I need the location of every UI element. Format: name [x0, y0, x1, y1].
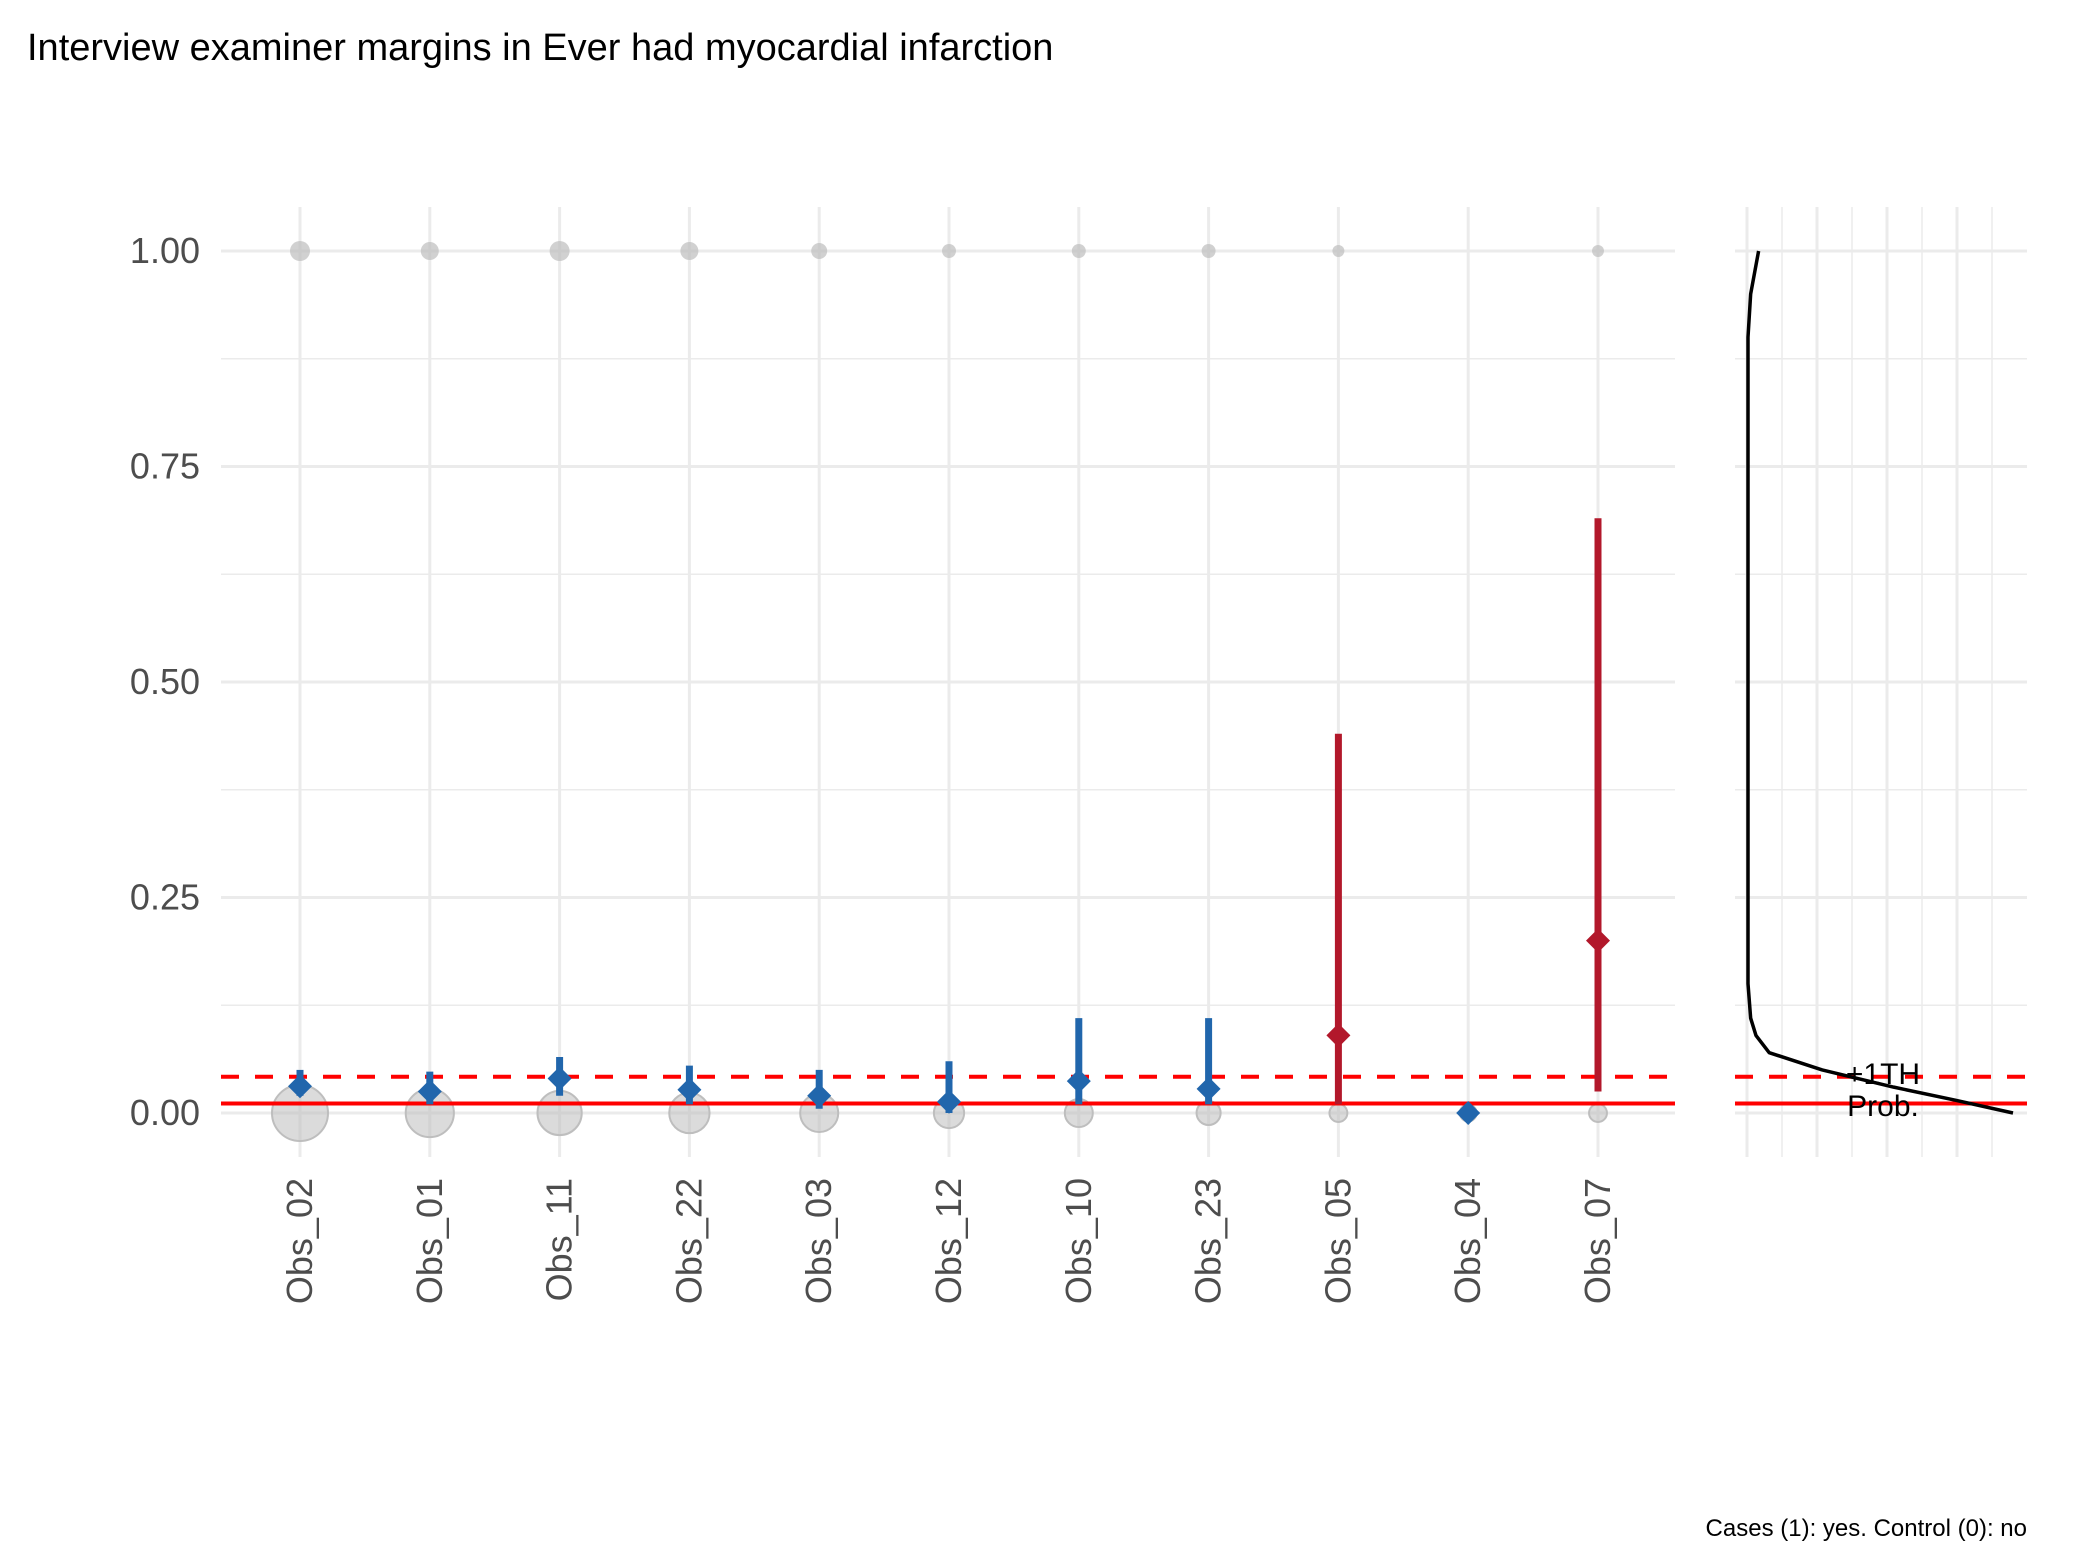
chart-title: Interview examiner margins in Ever had m…	[27, 27, 1053, 69]
y-tick-label: 1.00	[130, 230, 200, 271]
x-tick-label: Obs_23	[1188, 1178, 1229, 1304]
estimate-diamond	[547, 1066, 572, 1091]
control-point	[1328, 1103, 1349, 1123]
estimate-marks	[288, 518, 1610, 1125]
reference-lines	[221, 1074, 2027, 1106]
y-tick-label: 0.50	[130, 661, 200, 702]
y-tick-label: 0.25	[130, 877, 200, 918]
density-curve	[1746, 250, 2014, 1115]
case-point	[290, 241, 310, 261]
estimate-diamond	[417, 1079, 442, 1104]
case-point	[680, 242, 699, 260]
ref-label-prob: Prob.	[1847, 1090, 1919, 1123]
x-tick-label: Obs_01	[409, 1178, 450, 1304]
case-point	[549, 241, 570, 261]
estimate-diamond	[937, 1089, 961, 1114]
case-point	[1201, 244, 1216, 258]
x-tick-label: Obs_10	[1058, 1178, 1099, 1304]
x-tick-label: Obs_05	[1317, 1178, 1358, 1304]
case-point	[942, 244, 956, 258]
control-point	[536, 1089, 583, 1137]
side-panel-grid	[1735, 207, 2027, 1157]
x-tick-label: Obs_07	[1577, 1178, 1618, 1304]
x-tick-label: Obs_03	[798, 1178, 839, 1304]
x-axis-ticks: Obs_02 Obs_01 Obs_11 Obs_22 Obs_03 Obs_12 Obs_…	[279, 1178, 1618, 1304]
x-tick-label: Obs_04	[1447, 1178, 1488, 1304]
x-tick-label: Obs_22	[668, 1178, 709, 1304]
estimate-diamond	[1326, 1023, 1351, 1048]
x-tick-label: Obs_11	[539, 1178, 580, 1301]
x-tick-label: Obs_12	[928, 1178, 969, 1304]
y-tick-label: 0.00	[130, 1092, 200, 1133]
ref-label-plus1th: +1TH	[1846, 1058, 1920, 1091]
y-tick-label: 0.75	[130, 446, 200, 487]
case-point	[1071, 244, 1086, 258]
estimate-diamond	[1586, 928, 1610, 953]
main-panel-grid	[221, 207, 1675, 1157]
case-point	[420, 242, 439, 260]
estimate-diamond	[1456, 1101, 1481, 1125]
density-panel	[1746, 250, 2014, 1115]
estimate-diamond	[288, 1074, 312, 1099]
estimate-diamond	[1196, 1076, 1221, 1101]
estimate-diamond	[677, 1077, 702, 1102]
case-point	[1592, 245, 1604, 257]
case-point	[1332, 245, 1345, 257]
y-axis-ticks: 0.00 0.25 0.50 0.75 1.00	[130, 230, 200, 1133]
control-point	[1588, 1103, 1608, 1123]
estimate-diamond	[1066, 1069, 1091, 1094]
estimate-diamond	[807, 1083, 832, 1108]
case-point	[811, 243, 828, 259]
chart-caption: Cases (1): yes. Control (0): no	[1706, 1515, 2027, 1542]
x-tick-label: Obs_02	[279, 1178, 320, 1304]
